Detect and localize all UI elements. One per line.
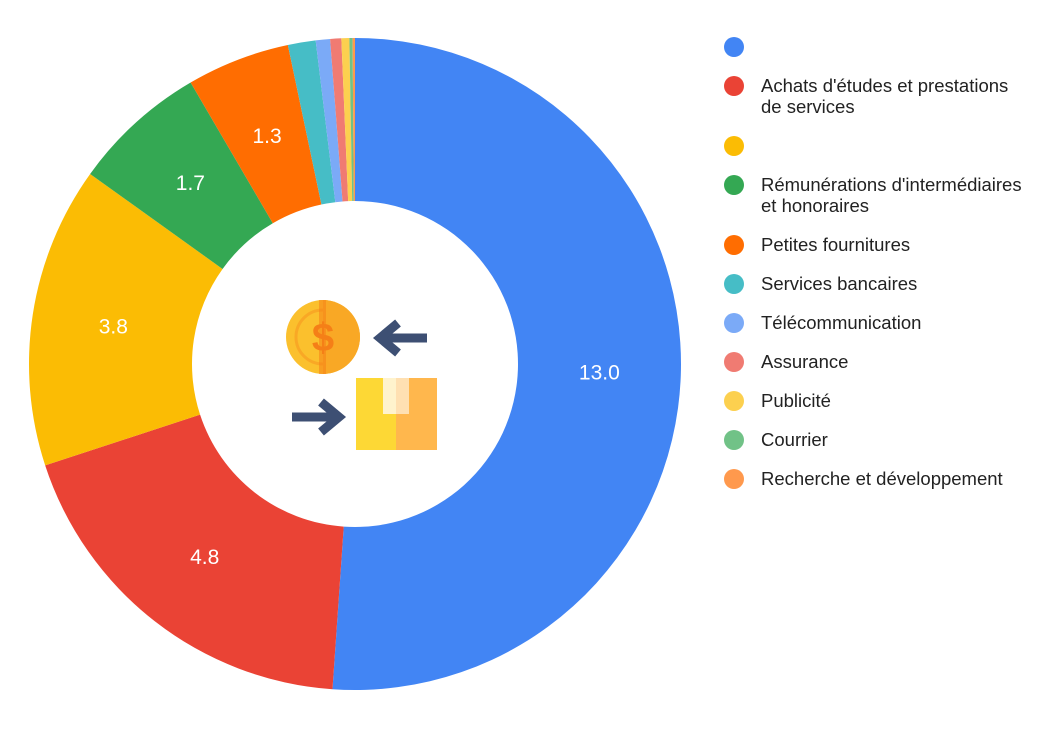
legend-item[interactable] bbox=[724, 135, 1024, 156]
donut-slice-8[interactable] bbox=[341, 38, 353, 202]
legend-item[interactable]: Assurance bbox=[724, 351, 1024, 372]
legend-swatch bbox=[724, 391, 744, 411]
slice-value-label: 13.0 bbox=[579, 361, 620, 384]
legend-swatch bbox=[724, 175, 744, 195]
donut-slice-7[interactable] bbox=[330, 38, 349, 202]
arrow-right-icon bbox=[292, 398, 347, 436]
donut-slice-6[interactable] bbox=[315, 38, 343, 203]
legend-item[interactable]: Courrier bbox=[724, 429, 1024, 450]
donut-slice-0[interactable] bbox=[332, 38, 681, 690]
chart-legend: Achats d'études et prestations de servic… bbox=[724, 36, 1024, 507]
slice-value-label: 4.8 bbox=[190, 546, 219, 569]
legend-label: Publicité bbox=[761, 390, 831, 411]
slice-value-label: 3.8 bbox=[99, 316, 128, 339]
legend-item[interactable] bbox=[724, 36, 1024, 57]
donut-slice-10[interactable] bbox=[352, 38, 355, 202]
legend-swatch bbox=[724, 352, 744, 372]
arrow-left-icon bbox=[372, 319, 427, 357]
box-icon bbox=[356, 378, 437, 450]
slice-value-labels: 13.0 4.8 3.8 1.7 1.3 bbox=[99, 125, 620, 569]
legend-swatch bbox=[724, 136, 744, 156]
slice-value-label: 1.7 bbox=[176, 172, 205, 195]
legend-item[interactable]: Publicité bbox=[724, 390, 1024, 411]
donut-slices bbox=[29, 38, 681, 690]
legend-label: Télécommunication bbox=[761, 312, 922, 333]
legend-item[interactable]: Recherche et développement bbox=[724, 468, 1024, 489]
legend-swatch bbox=[724, 235, 744, 255]
coin-icon: $ bbox=[286, 300, 360, 374]
legend-label: Recherche et développement bbox=[761, 468, 1003, 489]
donut-slice-3[interactable] bbox=[90, 82, 273, 269]
legend-swatch bbox=[724, 430, 744, 450]
legend-label: Achats d'études et prestations de servic… bbox=[761, 75, 1009, 117]
legend-swatch bbox=[724, 274, 744, 294]
donut-slice-4[interactable] bbox=[190, 44, 322, 224]
legend-label: Petites fournitures bbox=[761, 234, 911, 255]
legend-item[interactable]: Services bancaires bbox=[724, 273, 1024, 294]
donut-slice-1[interactable] bbox=[45, 414, 344, 690]
donut-slice-2[interactable] bbox=[29, 173, 223, 466]
legend-swatch bbox=[724, 37, 744, 57]
center-illustration: $ bbox=[286, 300, 437, 450]
svg-text:$: $ bbox=[312, 316, 334, 360]
legend-label: Rémunérations d'intermédiaires et honora… bbox=[761, 174, 1022, 216]
legend-swatch bbox=[724, 76, 744, 96]
legend-item[interactable]: Petites fournitures bbox=[724, 234, 1024, 255]
donut-slice-9[interactable] bbox=[349, 38, 354, 202]
legend-item[interactable]: Rémunérations d'intermédiaires et honora… bbox=[724, 174, 1024, 216]
legend-item[interactable]: Achats d'études et prestations de servic… bbox=[724, 75, 1024, 117]
slice-value-label: 1.3 bbox=[252, 125, 281, 148]
legend-label: Services bancaires bbox=[761, 273, 918, 294]
legend-swatch bbox=[724, 313, 744, 333]
legend-item[interactable]: Télécommunication bbox=[724, 312, 1024, 333]
legend-label: Assurance bbox=[761, 351, 849, 372]
legend-label: Courrier bbox=[761, 429, 828, 450]
legend-swatch bbox=[724, 469, 744, 489]
donut-slice-5[interactable] bbox=[287, 40, 336, 205]
